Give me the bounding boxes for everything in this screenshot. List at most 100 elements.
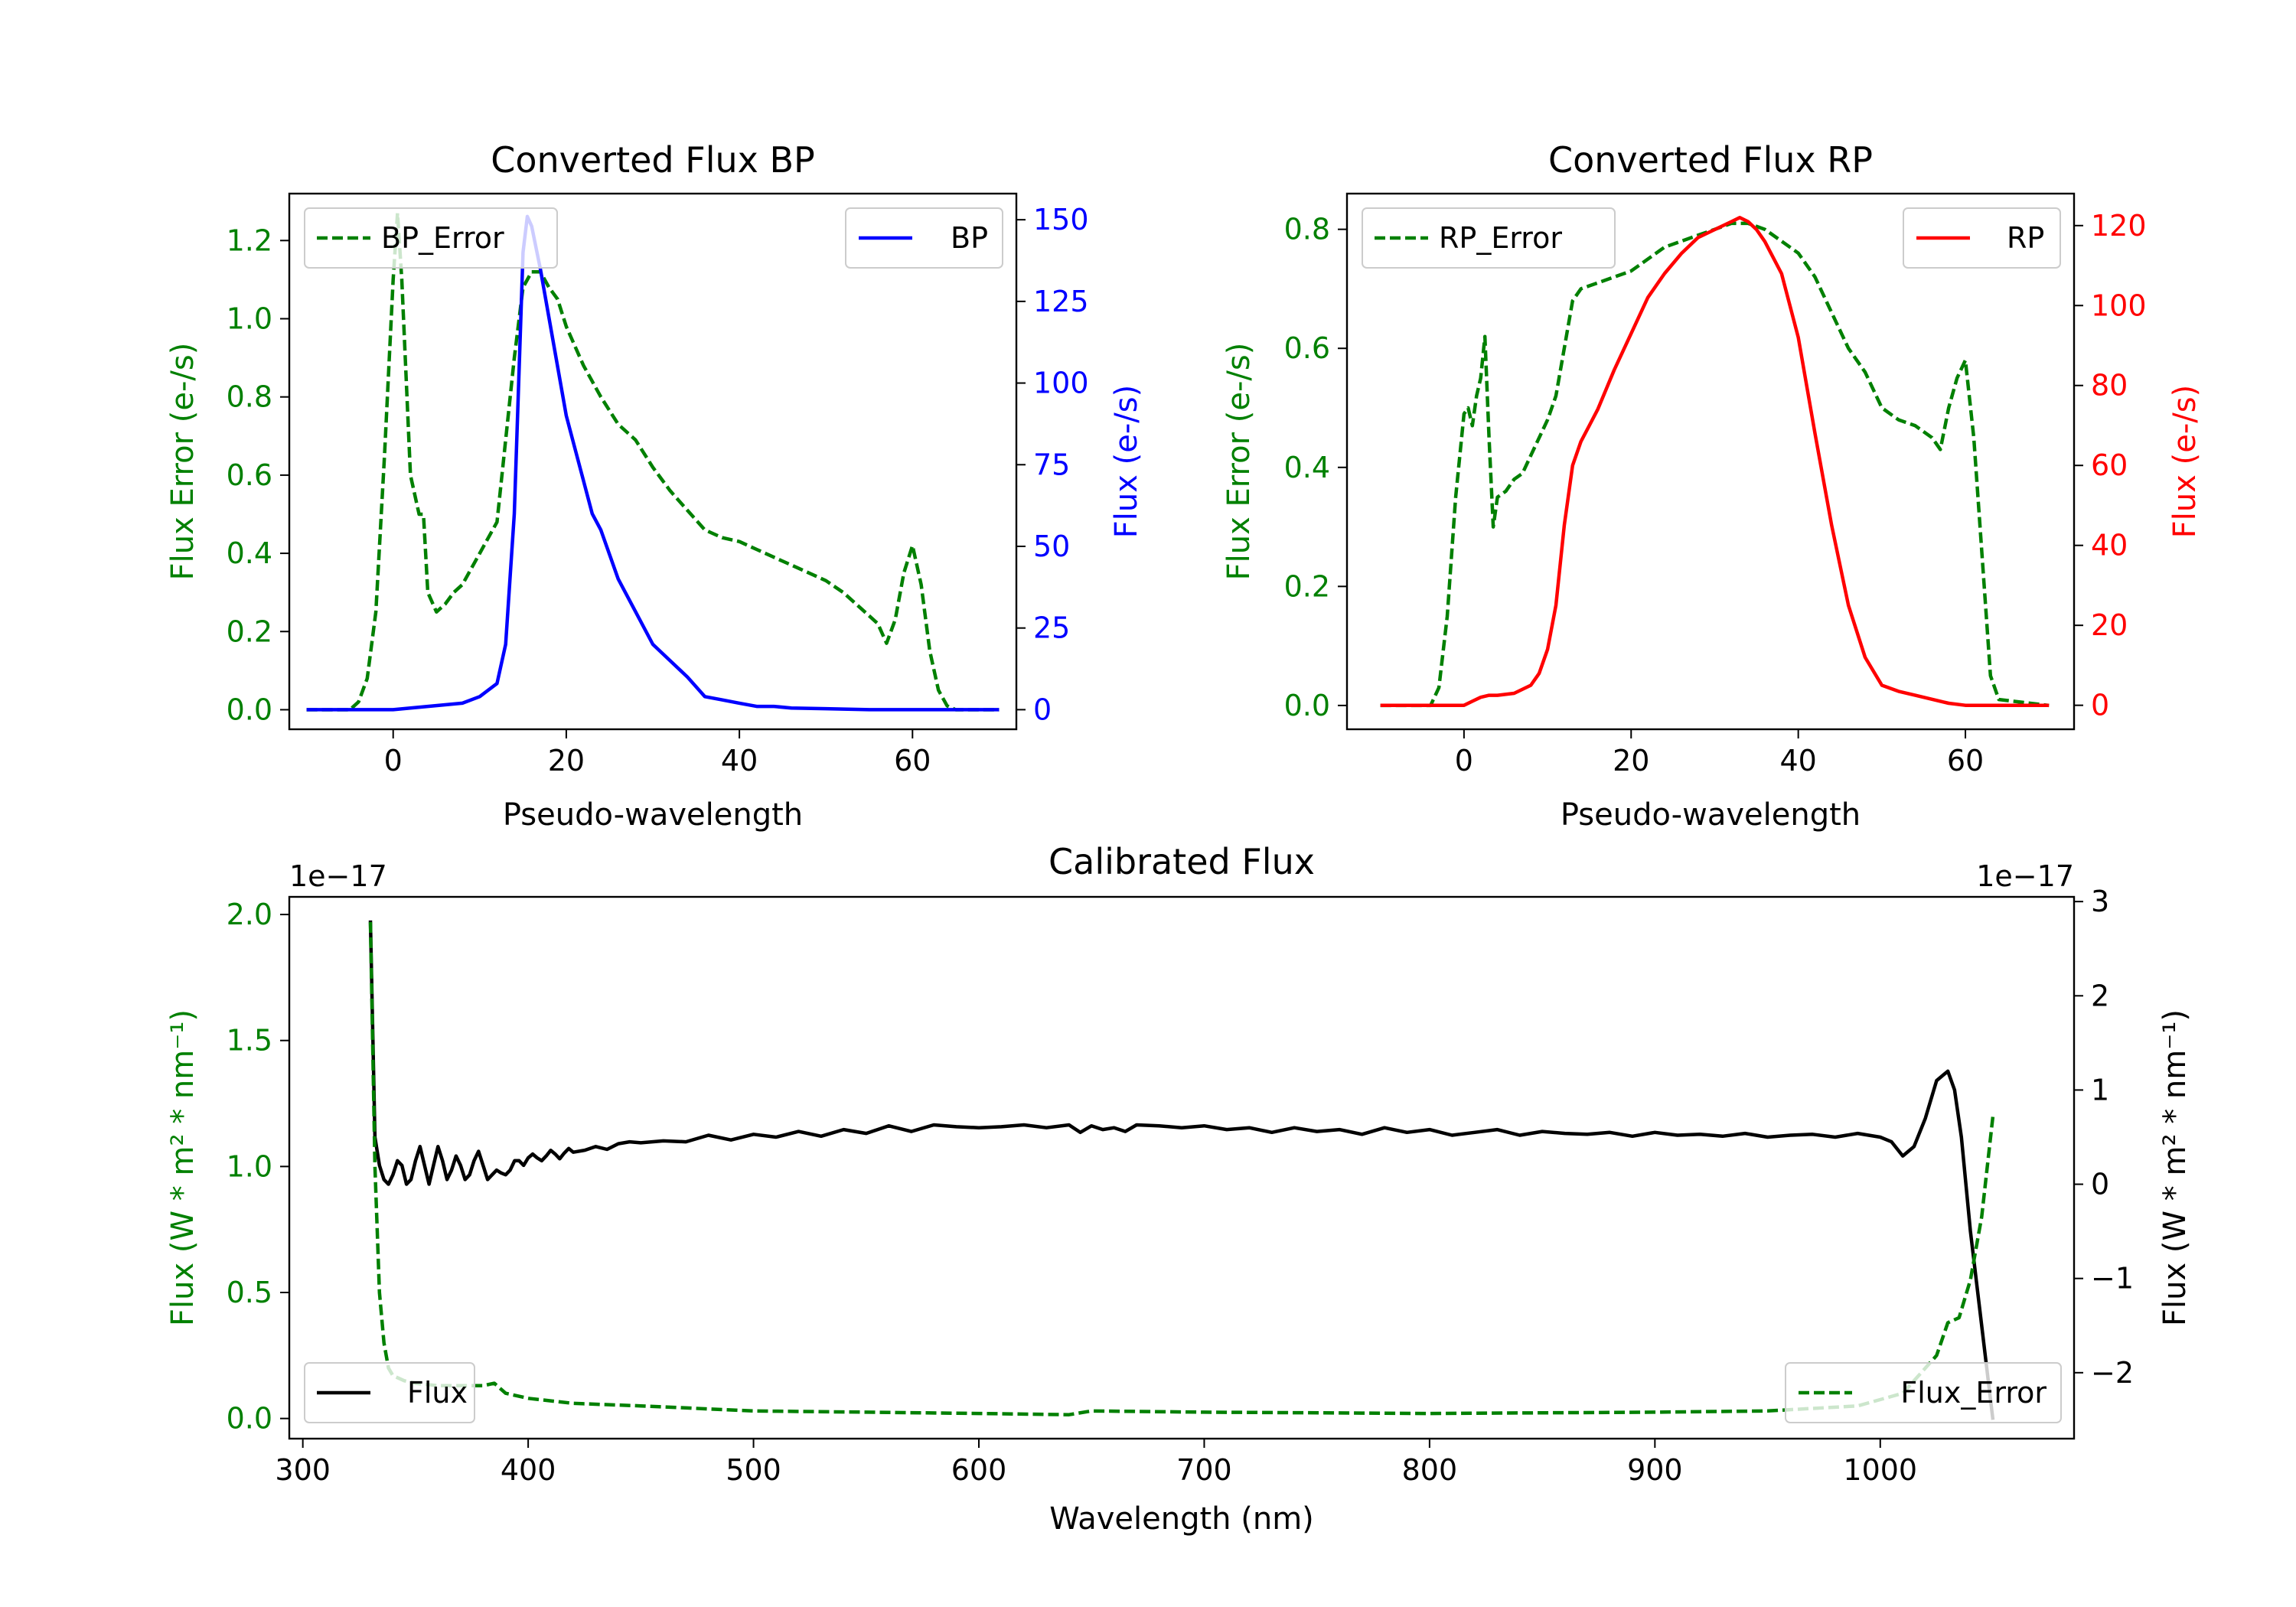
x-tick-label: 500 (726, 1453, 781, 1487)
chart-rp-series (1380, 216, 2050, 708)
chart-bp-series (306, 211, 1000, 712)
chart-calibrated-ylabel-left: Flux (W * m² * nm⁻¹) (165, 1009, 201, 1326)
y-tick-label-right: 100 (2091, 288, 2147, 322)
legend-label-rp-error: RP_Error (1439, 221, 1562, 255)
y-tick-label-left: 0.6 (227, 458, 272, 492)
chart-rp-title: Converted Flux RP (1548, 139, 1873, 181)
legend-box (1362, 207, 1616, 269)
y-tick-label-left: 1.0 (227, 302, 272, 336)
chart-rp-ylabel-right: Flux (e-/s) (2167, 385, 2203, 538)
chart-bp: Converted Flux BP 0 20 40 60 0.00.20.40.60.… (165, 139, 1144, 833)
x-tick-label: 20 (1613, 744, 1649, 777)
x-tick-label: 900 (1627, 1453, 1683, 1487)
y-tick-label-left: 0.2 (1284, 569, 1330, 603)
chart-rp-xlabel: Pseudo-wavelength (1561, 797, 1861, 833)
y-tick-label-right: −2 (2091, 1356, 2134, 1390)
x-tick-label: 700 (1176, 1453, 1232, 1487)
y-tick-label-left: 0.0 (227, 1402, 272, 1436)
chart-calibrated-xlabel: Wavelength (nm) (1049, 1501, 1314, 1537)
y-tick-label-right: 3 (2091, 885, 2109, 918)
x-tick-label: 1000 (1843, 1453, 1917, 1487)
chart-bp-title: Converted Flux BP (491, 139, 815, 181)
y-tick-label-right: 0 (1033, 693, 1052, 726)
series-line-bp (306, 214, 1000, 712)
chart-rp-y-ticks-right: 0 20 40 60 80 100 120 (2074, 209, 2147, 722)
x-tick-label: 40 (1779, 744, 1816, 777)
y-tick-label-right: 125 (1033, 285, 1089, 318)
chart-calibrated-ylabel-right: Flux (W * m² * nm⁻¹) (2157, 1009, 2193, 1326)
y-tick-label-left: 0.2 (227, 614, 272, 648)
chart-rp-plot (1380, 216, 2050, 708)
x-tick-label: 0 (1455, 744, 1473, 777)
y-tick-label-left: 2.0 (227, 898, 272, 931)
legend-label-bp-error: BP_Error (381, 221, 504, 255)
y-tick-label-right: 0 (2091, 689, 2109, 722)
y-tick-label-left: 1.2 (227, 223, 272, 257)
chart-calibrated-offset-left: 1e−17 (289, 859, 387, 893)
chart-rp-legend-right: RP (1903, 207, 2061, 269)
chart-bp-x-ticks: 0 20 40 60 (384, 729, 931, 777)
y-tick-label-left: 0.0 (227, 693, 272, 726)
y-tick-label-right: 1 (2091, 1073, 2109, 1107)
series-line-rp-error (1380, 221, 2050, 708)
x-tick-label: 800 (1402, 1453, 1458, 1487)
x-tick-label: 60 (1947, 744, 1984, 777)
y-tick-label-right: −1 (2091, 1262, 2134, 1296)
y-tick-label-right: 100 (1033, 367, 1089, 400)
chart-calibrated-legend-left: Flux (304, 1362, 475, 1423)
y-tick-label-left: 0.0 (1284, 689, 1330, 722)
series-line-flux (368, 920, 1995, 1420)
y-tick-label-right: 40 (2091, 529, 2128, 562)
y-tick-label-left: 0.5 (227, 1276, 272, 1309)
chart-calibrated-offset-right: 1e−17 (1976, 859, 2074, 893)
x-tick-label: 40 (721, 744, 758, 777)
chart-bp-y-ticks-left: 0.0 0.2 0.4 0.6 0.8 1.0 1.2 (227, 223, 289, 726)
legend-box (845, 207, 1003, 269)
chart-rp-axes-frame (1345, 192, 2076, 731)
legend-box (304, 1362, 475, 1423)
chart-rp-legend-left: RP_Error (1362, 207, 1616, 269)
legend-box (1903, 207, 2061, 269)
y-tick-label-left: 0.6 (1284, 331, 1330, 365)
y-tick-label-right: 2 (2091, 979, 2109, 1012)
y-tick-label-right: 50 (1033, 530, 1070, 563)
chart-rp: Converted Flux RP 0 20 40 60 0.00.20.40.60.… (1221, 139, 2203, 833)
y-tick-label-left: 1.0 (227, 1149, 272, 1183)
x-tick-label: 600 (951, 1453, 1007, 1487)
legend-label-flux: Flux (407, 1376, 468, 1410)
chart-calibrated-y-ticks-right: −2 −1 0 1 2 3 (2074, 885, 2134, 1390)
x-tick-label: 60 (894, 744, 931, 777)
chart-bp-ylabel-right: Flux (e-/s) (1109, 385, 1144, 538)
y-tick-label-left: 0.4 (227, 536, 272, 570)
y-tick-label-right: 80 (2091, 369, 2128, 403)
series-line-rp (1380, 216, 2050, 707)
legend-label-flux-error: Flux_Error (1900, 1376, 2047, 1410)
chart-bp-ylabel-left: Flux Error (e-/s) (165, 343, 201, 581)
legend-box (1785, 1362, 2062, 1423)
chart-bp-legend-right: BP (845, 207, 1003, 269)
y-tick-label-right: 150 (1033, 203, 1089, 236)
chart-rp-y-ticks-left: 0.0 0.2 0.4 0.6 0.8 (1284, 213, 1347, 722)
chart-rp-ylabel-left: Flux Error (e-/s) (1221, 343, 1257, 581)
legend-label-rp: RP (2007, 221, 2044, 255)
y-tick-label-right: 0 (2091, 1168, 2109, 1201)
series-line-bp-error (306, 211, 1000, 712)
chart-calibrated-axes-frame (288, 895, 2076, 1440)
y-tick-label-right: 75 (1033, 448, 1070, 481)
y-tick-label-left: 0.8 (1284, 213, 1330, 246)
y-tick-label-right: 25 (1033, 611, 1070, 645)
x-tick-label: 0 (384, 744, 403, 777)
y-tick-label-left: 1.5 (227, 1024, 272, 1058)
legend-label-bp: BP (951, 221, 988, 255)
chart-rp-x-ticks: 0 20 40 60 (1455, 729, 1984, 777)
x-tick-label: 400 (501, 1453, 556, 1487)
y-tick-label-left: 0.8 (227, 380, 272, 414)
chart-calibrated-y-ticks-left: 0.0 0.5 1.0 1.5 2.0 (227, 898, 289, 1436)
chart-bp-plot (306, 211, 1000, 712)
chart-bp-xlabel: Pseudo-wavelength (503, 797, 803, 833)
y-tick-label-left: 0.4 (1284, 451, 1330, 484)
chart-calibrated-x-ticks: 300 400 500 600 700 800 900 1000 (275, 1439, 1917, 1487)
legend-box (304, 207, 558, 269)
chart-bp-axes-frame (288, 192, 1018, 731)
